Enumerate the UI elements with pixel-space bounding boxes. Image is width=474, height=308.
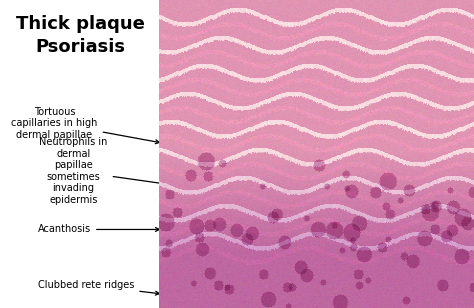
- Text: Thick plaque
Psoriasis: Thick plaque Psoriasis: [16, 15, 145, 56]
- Text: Acanthosis: Acanthosis: [38, 225, 159, 234]
- Text: Neutrophils in
dermal
papillae
sometimes
invading
epidermis: Neutrophils in dermal papillae sometimes…: [39, 137, 178, 205]
- Text: Parakeratosis and
hyperkeratosis: Parakeratosis and hyperkeratosis: [210, 2, 297, 79]
- Text: Clubbed rete ridges: Clubbed rete ridges: [38, 280, 159, 295]
- Text: Loss of stratum
granulosum: Loss of stratum granulosum: [339, 11, 415, 110]
- Text: Tortuous
capillaries in high
dermal papillae: Tortuous capillaries in high dermal papi…: [11, 107, 159, 144]
